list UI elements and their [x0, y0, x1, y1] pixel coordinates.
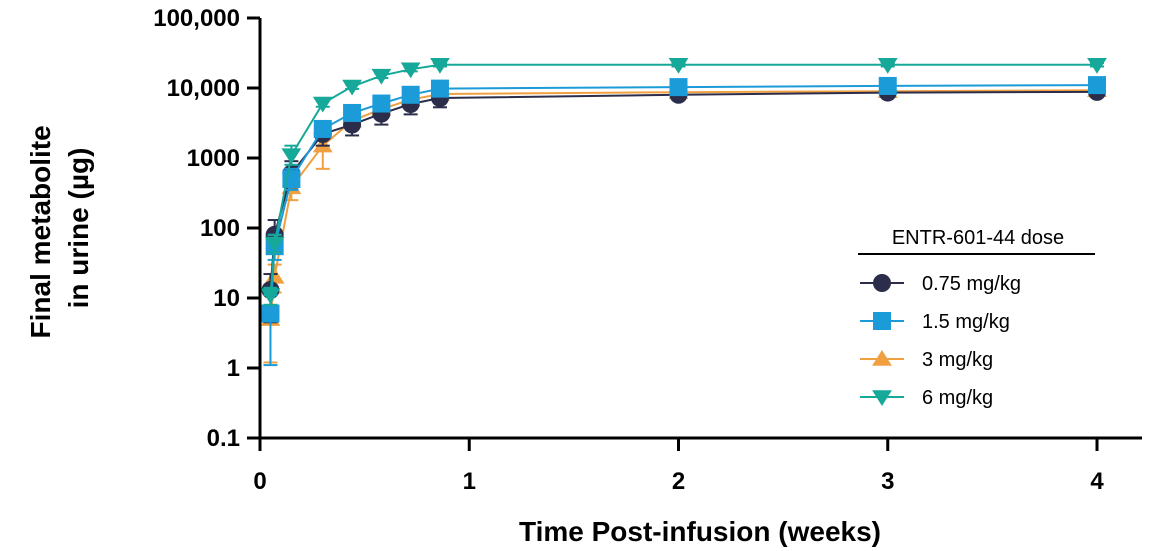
data-point [877, 57, 898, 74]
x-axis-title: Time Post-infusion (weeks) [519, 516, 881, 547]
series-2 [261, 76, 1106, 367]
x-tick-label: 3 [881, 468, 894, 495]
data-point [261, 304, 280, 323]
legend-label: 6 mg/kg [922, 387, 993, 409]
data-point [401, 85, 420, 104]
x-axis-ticks: 0 1 2 3 4 [253, 438, 1104, 495]
data-point [669, 78, 688, 97]
data-point [343, 103, 362, 122]
data-point [430, 57, 450, 74]
legend-label: 0.75 mg/kg [922, 273, 1021, 295]
legend-marker [872, 390, 892, 406]
data-point [264, 267, 285, 284]
legend-label: 3 mg/kg [922, 349, 993, 371]
legend-item: 6 mg/kg [860, 387, 993, 409]
y-axis-title-line-1: Final metabolite [25, 125, 56, 338]
legend-marker [873, 274, 891, 292]
y-axis-ticks: 0.1 1 10 100 1000 10,000 100,000 [153, 5, 260, 452]
data-point [260, 288, 281, 305]
data-point [430, 79, 449, 98]
x-tick-label: 2 [672, 468, 685, 495]
y-axis-title-line-2: in urine (µg) [63, 148, 94, 309]
legend-item: 0.75 mg/kg [860, 273, 1021, 295]
series-4 [260, 57, 1107, 306]
x-tick-label: 0 [253, 468, 266, 495]
legend-label: 1.5 mg/kg [922, 311, 1010, 333]
y-tick-label: 1 [227, 355, 240, 382]
legend-title: ENTR-601-44 dose [892, 227, 1064, 249]
data-point [371, 68, 392, 85]
y-tick-label: 100 [200, 215, 240, 242]
legend: ENTR-601-44 dose 0.75 mg/kg 1.5 mg/kg 3 mg… [858, 227, 1095, 409]
series-line [269, 90, 1098, 291]
legend-item: 3 mg/kg [860, 349, 993, 371]
legend-item: 1.5 mg/kg [860, 311, 1010, 333]
y-tick-label: 100,000 [153, 5, 240, 32]
y-tick-label: 10 [213, 285, 240, 312]
data-point [400, 62, 421, 79]
data-point [312, 96, 333, 113]
data-point [313, 119, 332, 138]
data-point [281, 148, 302, 165]
data-point [878, 76, 897, 95]
data-point [1087, 57, 1107, 74]
x-tick-label: 1 [463, 468, 476, 495]
x-tick-label: 4 [1090, 468, 1104, 495]
data-point [1088, 76, 1106, 95]
data-point [668, 57, 689, 74]
data-point [372, 94, 391, 113]
y-tick-label: 1000 [187, 145, 240, 172]
y-tick-label: 10,000 [167, 75, 240, 102]
legend-marker [872, 350, 892, 366]
data-point [342, 79, 362, 96]
y-tick-label: 0.1 [207, 425, 240, 452]
legend-marker [873, 312, 891, 330]
series-layer [260, 57, 1107, 367]
y-axis-title: Final metabolite in urine (µg) [25, 118, 94, 339]
data-point [264, 236, 285, 253]
legend-items: 0.75 mg/kg 1.5 mg/kg 3 mg/kg 6 mg/kg [860, 273, 1021, 409]
